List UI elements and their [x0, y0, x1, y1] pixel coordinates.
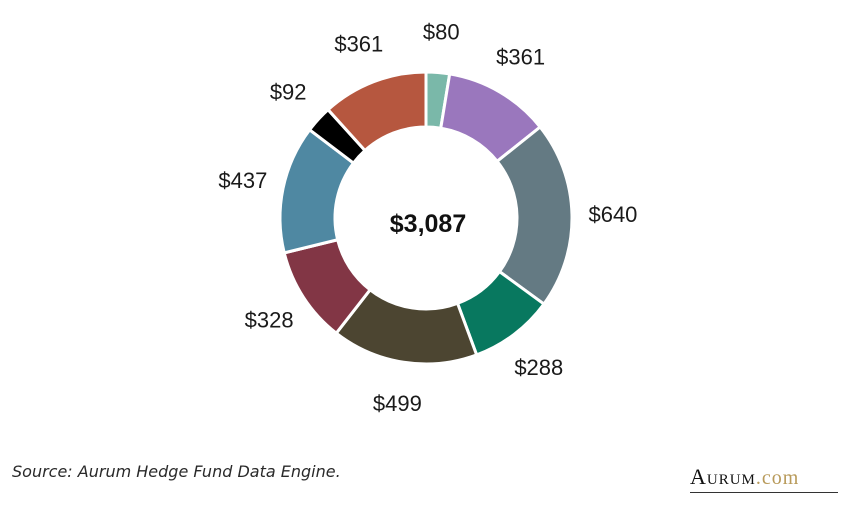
slice-value-label: $499: [373, 391, 422, 416]
slice-value-label: $288: [514, 355, 563, 380]
source-note: Source: Aurum Hedge Fund Data Engine.: [12, 462, 341, 481]
slice-value-label: $328: [245, 308, 294, 333]
slice-value-label: $80: [423, 20, 460, 45]
donut-chart: $80 $361 $640 $288 $499 $328 $437 $92 $361 $3,08…: [218, 20, 637, 416]
labels-group: $80 $361 $640 $288 $499 $328 $437 $92 $361: [218, 20, 637, 416]
brand-underline: [690, 492, 838, 493]
slice-value-label: $437: [218, 168, 267, 193]
slice-value-label: $640: [588, 202, 637, 227]
brand-name: Aurum: [690, 464, 756, 489]
slice-value-label: $361: [496, 45, 545, 70]
donut-slice: [326, 70, 428, 152]
brand-domain: .com: [755, 467, 800, 489]
slice-value-label: $361: [334, 31, 383, 56]
center-total-label: $3,087: [390, 210, 466, 238]
slices-group: [278, 70, 574, 366]
brand-logo: Aurum.com: [690, 464, 838, 496]
slice-value-label: $92: [270, 80, 307, 105]
